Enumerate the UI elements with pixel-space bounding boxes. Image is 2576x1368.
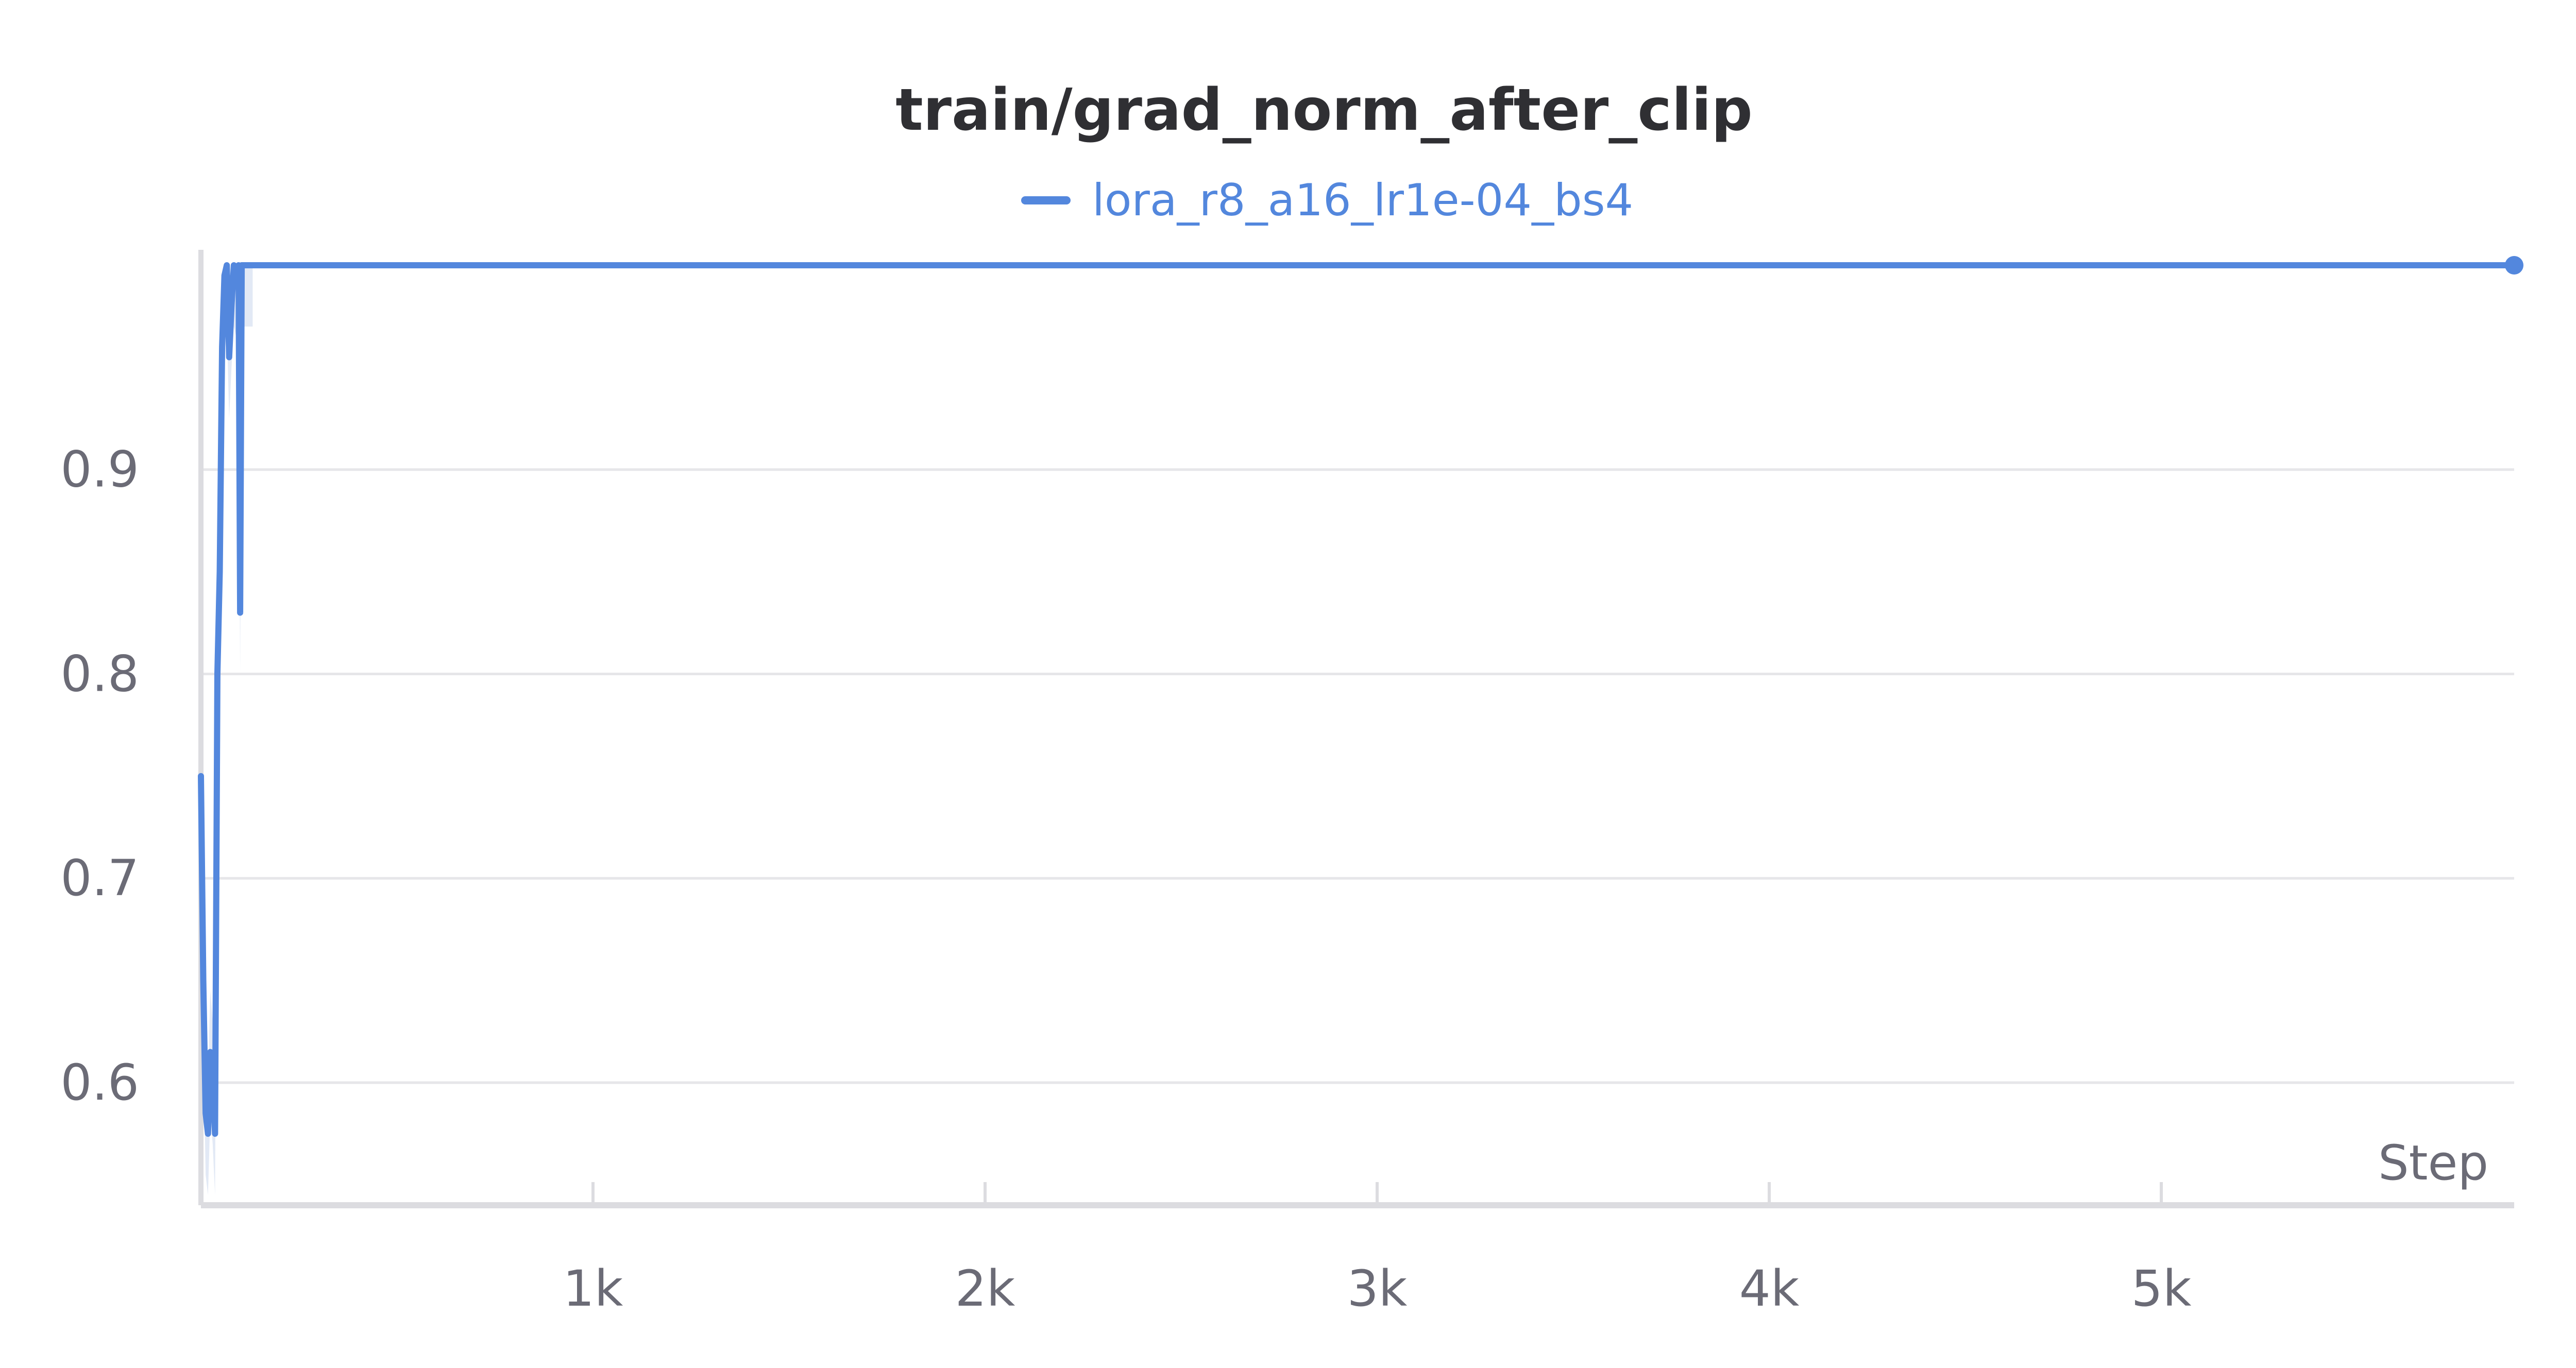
x-tick-label: 1k (563, 1260, 623, 1318)
series-layer[interactable] (198, 256, 2523, 1137)
x-tick-label: 2k (955, 1260, 1015, 1318)
x-tick-label: 4k (1739, 1260, 1800, 1318)
y-tick-label: 0.8 (60, 645, 139, 703)
axes (198, 250, 2514, 1208)
y-tick-label: 0.7 (60, 849, 139, 907)
y-tick-label: 0.9 (60, 441, 139, 499)
grid-lines (201, 468, 2514, 1084)
y-tick-label: 0.6 (60, 1054, 139, 1112)
legend-label: lora_r8_a16_lr1e-04_bs4 (1092, 175, 1633, 226)
x-tick-label: 3k (1347, 1260, 1408, 1318)
x-axis-label: Step (2378, 1135, 2488, 1191)
legend[interactable]: lora_r8_a16_lr1e-04_bs4 (1021, 175, 1633, 226)
series-end-point[interactable] (2505, 256, 2523, 275)
series-line[interactable] (198, 262, 2517, 1137)
tick-labels: 0.6 0.7 0.8 0.9 1k 2k 3k 4k 5k (60, 441, 2191, 1318)
chart-title: train/grad_norm_after_clip (895, 77, 1753, 144)
x-tick-label: 5k (2131, 1260, 2192, 1318)
